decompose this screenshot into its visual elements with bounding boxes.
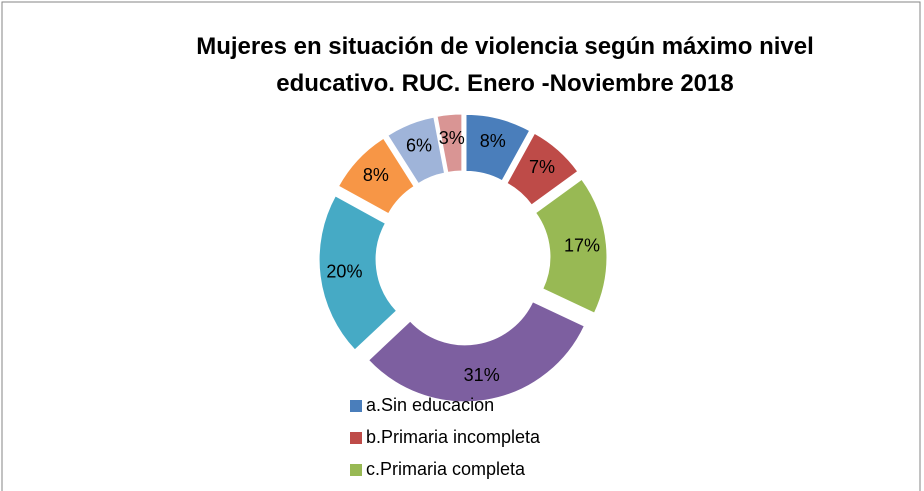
data-label: 8% (480, 131, 506, 151)
data-label: 8% (363, 165, 389, 185)
legend-label: b.Primaria incompleta (366, 427, 541, 447)
legend-label: c.Primaria completa (366, 459, 526, 479)
legend-swatch (350, 400, 362, 412)
data-label: 3% (439, 128, 465, 148)
data-label: 17% (564, 236, 600, 256)
data-label: 7% (529, 157, 555, 177)
data-label: 20% (326, 262, 362, 282)
legend-swatch (350, 432, 362, 444)
legend-label: a.Sin educacion (366, 395, 494, 415)
donut-slice (318, 195, 398, 351)
donut-slice (387, 116, 446, 185)
donut-slice (337, 137, 415, 215)
data-label: 31% (464, 365, 500, 385)
donut-slice (534, 178, 608, 314)
chart-title: Mujeres en situación de violencia según … (196, 33, 814, 97)
data-label: 6% (406, 136, 432, 156)
legend-swatch (350, 464, 362, 476)
donut-slice (465, 113, 531, 182)
donut-slice (436, 113, 463, 173)
donut-slice (506, 132, 579, 206)
donut-slice (367, 301, 585, 403)
